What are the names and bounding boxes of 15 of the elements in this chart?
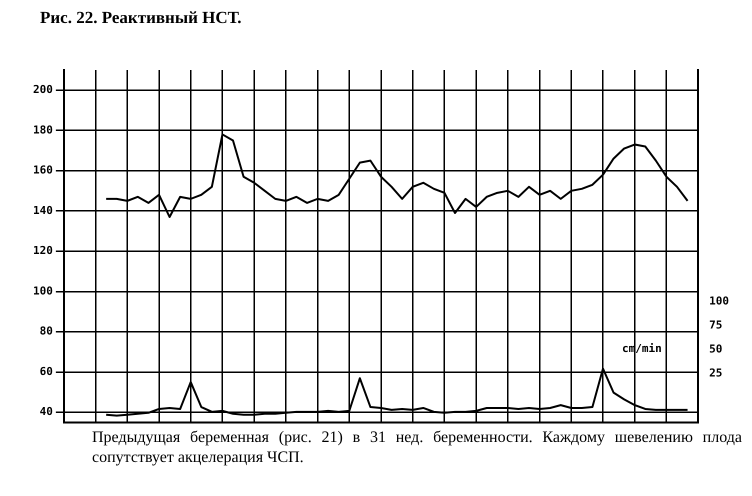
y-tick-label: 60 <box>40 364 53 378</box>
y-tick-label: 40 <box>40 405 53 418</box>
y2-tick-label: 25 <box>709 366 722 380</box>
y2-tick-label: 50 <box>709 342 722 356</box>
y-tick-label: 100 <box>32 284 53 298</box>
text: Предыдущая беременная (рис. 21) в 31 нед. беременности. Каждому шевелению плода сопутствует акцелерация ЧСП. <box>92 428 742 468</box>
y-tick-label: 120 <box>32 244 53 258</box>
y-tick-label: 200 <box>32 82 53 96</box>
y2-tick-label: 75 <box>709 318 722 332</box>
y2-tick-label: 100 <box>709 294 730 308</box>
y-tick-label: 140 <box>32 204 53 217</box>
y-tick-label: 80 <box>40 324 53 338</box>
y-tick-label: 180 <box>32 123 53 136</box>
chart-title: Рис. 22. Реактивный НСТ. <box>40 8 242 28</box>
y-tick-label: 160 <box>32 164 53 177</box>
